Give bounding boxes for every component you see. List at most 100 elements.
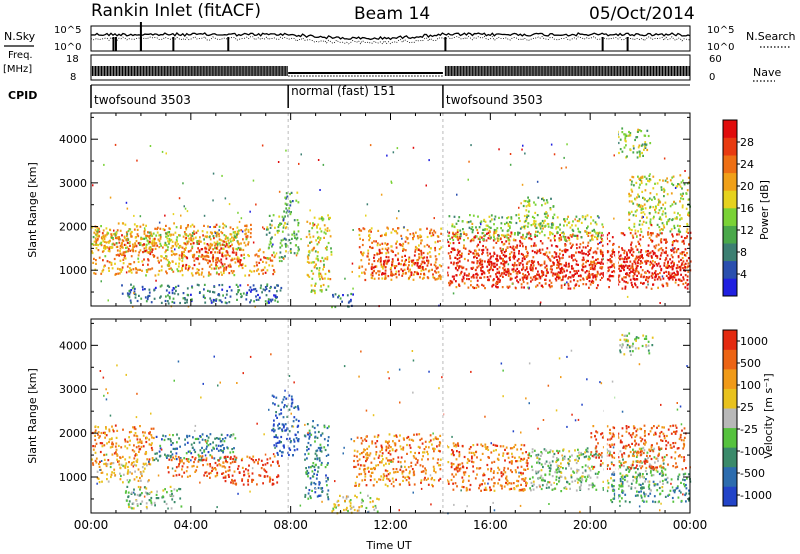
echo-cell xyxy=(591,256,594,259)
echo-cell xyxy=(195,272,197,275)
echo-cell xyxy=(493,232,496,235)
echo-cell xyxy=(322,283,325,287)
echo-cell xyxy=(570,235,573,238)
echo-cell xyxy=(431,231,434,235)
echo-cell xyxy=(407,270,410,273)
echo-cell xyxy=(216,251,219,254)
echo-cell xyxy=(631,266,634,269)
echo-cell xyxy=(174,455,177,458)
echo-cell xyxy=(561,257,563,260)
echo-cell xyxy=(172,434,174,437)
echo-cell xyxy=(590,222,592,225)
echo-cell xyxy=(547,256,550,259)
echo-cell xyxy=(226,251,229,254)
echo-cell xyxy=(571,224,573,227)
echo-cell xyxy=(525,267,528,270)
echo-cell xyxy=(564,239,567,242)
echo-cell xyxy=(158,221,161,224)
echo-cell xyxy=(679,252,682,255)
echo-cell xyxy=(249,269,251,272)
echo-cell xyxy=(439,277,442,281)
echo-cell xyxy=(371,271,374,274)
echo-cell xyxy=(513,257,516,260)
echo-cell xyxy=(514,276,517,279)
echo-cell xyxy=(403,226,405,229)
echo-cell xyxy=(317,251,319,254)
echo-cell xyxy=(273,444,276,447)
echo-cell xyxy=(687,265,689,268)
echo-cell xyxy=(448,281,450,284)
echo-cell xyxy=(646,129,649,132)
echo-cell xyxy=(130,463,133,466)
echo-cell xyxy=(127,481,130,484)
echo-cell xyxy=(239,292,242,296)
echo-cell xyxy=(637,258,640,261)
echo-cell xyxy=(673,274,676,277)
echo-cell xyxy=(126,292,129,295)
echo-cell xyxy=(172,297,175,300)
echo-cell xyxy=(538,273,540,276)
echo-cell xyxy=(419,234,422,237)
echo-cell xyxy=(125,231,128,234)
echo-cell xyxy=(204,471,207,474)
echo-cell xyxy=(531,215,534,218)
echo-cell xyxy=(244,264,247,267)
echo-cell xyxy=(519,244,521,247)
echo-cell xyxy=(170,440,172,443)
echo-cell xyxy=(587,225,589,228)
echo-cell xyxy=(191,239,194,242)
echo-cell xyxy=(143,237,146,240)
echo-cell xyxy=(680,258,682,262)
echo-cell xyxy=(619,254,622,257)
echo-cell xyxy=(208,271,210,274)
echo-cell xyxy=(196,251,198,254)
echo-cell xyxy=(493,278,495,281)
echo-cell xyxy=(94,431,96,434)
echo-cell xyxy=(117,444,120,447)
echo-cell xyxy=(152,427,155,430)
echo-cell xyxy=(116,245,119,248)
echo-cell xyxy=(233,251,235,254)
echo-cell xyxy=(398,243,401,246)
echo-cell xyxy=(423,245,426,248)
echo-cell xyxy=(546,222,549,226)
echo-cell xyxy=(412,238,414,241)
echo-cell xyxy=(312,235,315,238)
echo-cell xyxy=(319,289,322,292)
echo-cell xyxy=(484,234,487,237)
echo-cell xyxy=(660,228,663,231)
echo-cell xyxy=(636,286,639,289)
echo-cell xyxy=(127,250,129,253)
echo-cell xyxy=(631,262,634,265)
echo-cell xyxy=(412,233,415,237)
echo-cell xyxy=(194,458,196,461)
echo-cell xyxy=(227,473,230,477)
echo-cell xyxy=(414,245,417,249)
echo-cell xyxy=(434,249,437,252)
echo-cell xyxy=(435,267,438,270)
echo-cell xyxy=(110,263,113,266)
echo-cell xyxy=(146,507,148,510)
echo-cell xyxy=(481,249,483,252)
echo-cell xyxy=(145,505,148,509)
echo-cell xyxy=(626,281,629,284)
echo-cell xyxy=(106,260,109,263)
echo-cell xyxy=(372,270,375,273)
echo-cell xyxy=(498,270,500,273)
echo-cell xyxy=(663,189,666,192)
echo-cell xyxy=(222,265,224,268)
echo-cell xyxy=(238,257,240,260)
echo-cell xyxy=(180,214,182,217)
echo-cell xyxy=(366,255,369,258)
echo-cell xyxy=(627,265,629,268)
echo-cell xyxy=(209,290,211,293)
echo-cell xyxy=(660,247,663,250)
echo-cell xyxy=(449,282,452,285)
echo-cell xyxy=(625,272,627,275)
echo-cell xyxy=(675,278,677,281)
echo-cell xyxy=(93,257,95,260)
echo-cell xyxy=(480,267,482,270)
echo-cell xyxy=(564,243,567,246)
echo-cell xyxy=(686,252,688,255)
echo-cell xyxy=(656,182,659,185)
